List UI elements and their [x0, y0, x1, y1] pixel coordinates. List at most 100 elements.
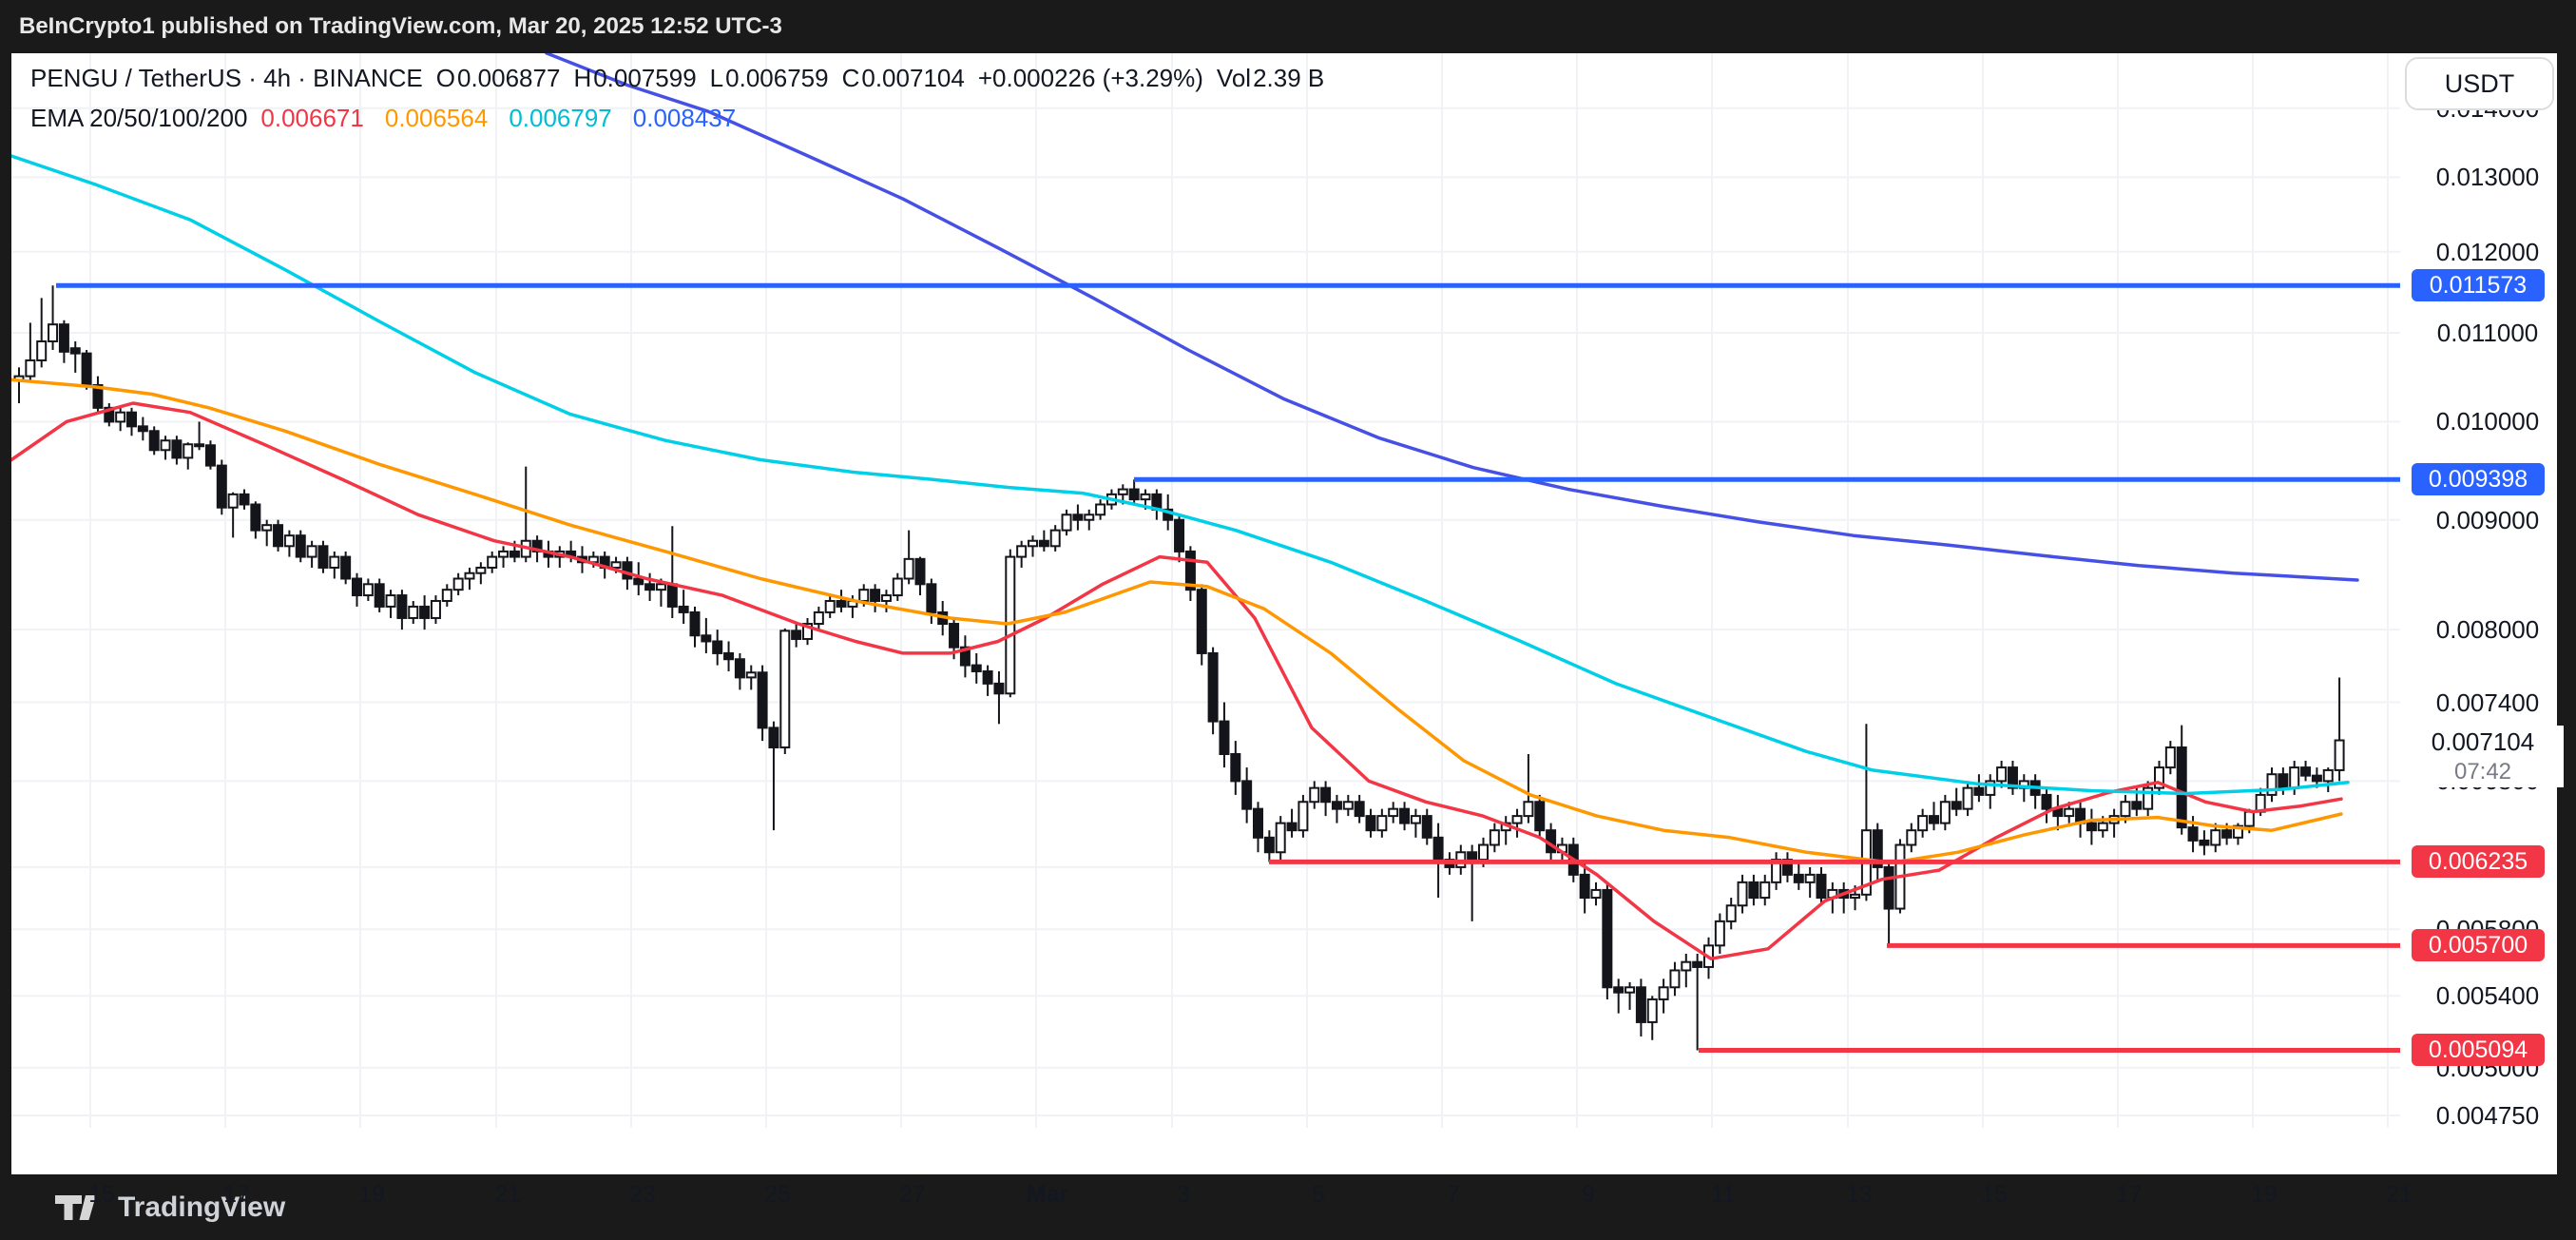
- candle-body[interactable]: [791, 630, 802, 640]
- candle-body[interactable]: [813, 610, 824, 626]
- candle-body[interactable]: [633, 577, 644, 586]
- candle-body[interactable]: [1793, 873, 1804, 883]
- candle-body[interactable]: [464, 572, 475, 580]
- candle-body[interactable]: [1388, 807, 1399, 818]
- candle-body[interactable]: [1804, 873, 1816, 883]
- candle-body[interactable]: [701, 634, 712, 643]
- candle-body[interactable]: [1184, 550, 1196, 591]
- candle-body[interactable]: [283, 534, 295, 548]
- candle-body[interactable]: [374, 583, 385, 608]
- candle-body[interactable]: [396, 594, 408, 619]
- candle-body[interactable]: [1275, 822, 1286, 854]
- candle-body[interactable]: [1635, 986, 1646, 1023]
- candle-body[interactable]: [745, 671, 757, 679]
- candle-body[interactable]: [1095, 503, 1106, 516]
- candle-body[interactable]: [317, 545, 329, 569]
- candle-body[interactable]: [1128, 488, 1140, 501]
- candle-body[interactable]: [1331, 801, 1342, 810]
- candle-body[interactable]: [362, 583, 374, 597]
- candle-body[interactable]: [2311, 774, 2322, 783]
- candle-body[interactable]: [2086, 822, 2097, 832]
- candle-body[interactable]: [1748, 881, 1759, 900]
- candle-body[interactable]: [160, 439, 171, 452]
- candle-body[interactable]: [250, 503, 261, 532]
- candle-body[interactable]: [1219, 720, 1230, 755]
- candle-body[interactable]: [171, 439, 183, 459]
- candle-body[interactable]: [1624, 986, 1636, 994]
- candle-body[interactable]: [1399, 807, 1411, 824]
- candle-body[interactable]: [1354, 801, 1365, 818]
- candle-body[interactable]: [441, 589, 452, 602]
- candle-body[interactable]: [1286, 822, 1298, 832]
- candle-body[interactable]: [1613, 986, 1624, 994]
- symbol-title[interactable]: PENGU / TetherUS · 4h · BINANCE: [30, 63, 423, 92]
- candle-body[interactable]: [1038, 539, 1049, 548]
- candle-body[interactable]: [870, 589, 881, 602]
- candle-body[interactable]: [1376, 815, 1388, 832]
- candle-body[interactable]: [1478, 843, 1489, 862]
- candle-body[interactable]: [25, 358, 36, 378]
- candle-body[interactable]: [2243, 810, 2255, 827]
- candle-body[interactable]: [1309, 786, 1320, 804]
- candle-body[interactable]: [1883, 865, 1894, 910]
- candle-body[interactable]: [1174, 518, 1185, 552]
- candle-body[interactable]: [892, 577, 903, 597]
- tradingview-brand[interactable]: TradingView: [55, 1174, 285, 1240]
- candle-body[interactable]: [1725, 904, 1737, 922]
- candle-body[interactable]: [1973, 786, 1985, 796]
- currency-toggle-button[interactable]: USDT: [2405, 57, 2554, 110]
- candle-body[interactable]: [2164, 746, 2176, 769]
- candle-body[interactable]: [104, 406, 115, 423]
- candle-body[interactable]: [1016, 545, 1028, 558]
- candle-body[interactable]: [204, 444, 216, 467]
- candle-body[interactable]: [1816, 873, 1827, 900]
- candle-body[interactable]: [1410, 815, 1421, 824]
- candle-body[interactable]: [2097, 822, 2108, 832]
- candle-body[interactable]: [2266, 773, 2278, 796]
- candle-body[interactable]: [858, 589, 870, 602]
- candle-body[interactable]: [2041, 793, 2052, 810]
- candle-body[interactable]: [509, 550, 520, 558]
- candle-body[interactable]: [678, 605, 689, 613]
- candle-body[interactable]: [2120, 801, 2131, 818]
- time-axis[interactable]: 15 17 19 21 23 25 27 Mar 3 5 7 9 11 13 15 17 19 21: [11, 1181, 2413, 1223]
- candle-body[interactable]: [1737, 881, 1748, 907]
- candle-body[interactable]: [655, 583, 666, 591]
- candle-body[interactable]: [216, 464, 227, 509]
- candle-body[interactable]: [1263, 836, 1275, 854]
- candle-body[interactable]: [723, 651, 735, 661]
- candle-body[interactable]: [2187, 826, 2199, 842]
- candle-body[interactable]: [126, 411, 137, 428]
- candle-body[interactable]: [487, 555, 498, 569]
- candle-body[interactable]: [329, 555, 340, 569]
- candle-body[interactable]: [926, 583, 937, 613]
- candle-body[interactable]: [757, 671, 768, 729]
- candle-body[interactable]: [148, 430, 160, 452]
- candle-body[interactable]: [1253, 807, 1263, 839]
- candle-body[interactable]: [1962, 786, 1973, 810]
- candle-body[interactable]: [48, 323, 59, 342]
- candle-body[interactable]: [408, 605, 419, 619]
- candle-body[interactable]: [306, 545, 317, 558]
- candle-body[interactable]: [1196, 589, 1207, 654]
- candle-body[interactable]: [81, 352, 92, 387]
- candle-body[interactable]: [1850, 893, 1861, 900]
- candle-body[interactable]: [1939, 801, 1951, 824]
- candle-body[interactable]: [1207, 651, 1219, 723]
- candle-body[interactable]: [666, 583, 678, 608]
- candle-body[interactable]: [2334, 739, 2345, 771]
- candle-body[interactable]: [1241, 780, 1253, 810]
- candle-body[interactable]: [836, 599, 847, 608]
- candle-body[interactable]: [385, 594, 396, 608]
- candle-body[interactable]: [2210, 829, 2221, 846]
- candle-body[interactable]: [2289, 766, 2300, 789]
- candle-body[interactable]: [2176, 746, 2187, 829]
- candle-body[interactable]: [1117, 488, 1128, 495]
- candle-body[interactable]: [1602, 888, 1613, 989]
- candle-body[interactable]: [1028, 539, 1038, 548]
- candle-body[interactable]: [475, 566, 487, 574]
- candle-body[interactable]: [2131, 801, 2143, 810]
- candle-body[interactable]: [1489, 829, 1500, 846]
- candle-body[interactable]: [2199, 839, 2210, 846]
- candle-body[interactable]: [1320, 786, 1332, 804]
